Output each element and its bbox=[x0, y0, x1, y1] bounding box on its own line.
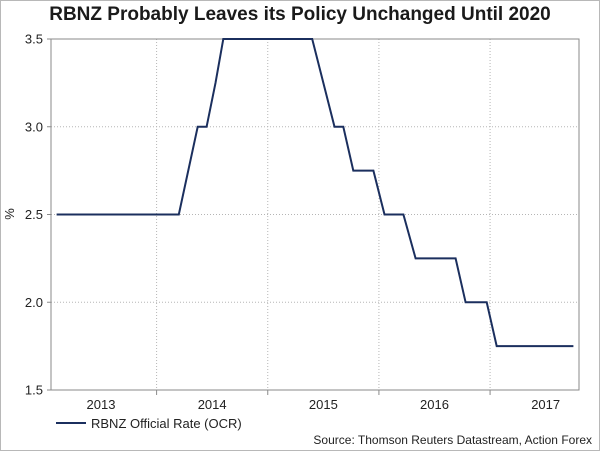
series-line-ocr bbox=[56, 38, 574, 348]
chart-title: RBNZ Probably Leaves its Policy Unchange… bbox=[49, 4, 551, 25]
y-tick-label: 3.5 bbox=[25, 32, 43, 47]
x-tick-label: 2017 bbox=[531, 397, 560, 412]
y-axis: 1.5 2.0 2.5 3.0 3.5 bbox=[25, 32, 51, 398]
x-tick-label: 2014 bbox=[198, 397, 227, 412]
y-tick-label: 2.5 bbox=[25, 207, 43, 222]
series-layer bbox=[56, 38, 574, 348]
x-tick-label: 2013 bbox=[87, 397, 116, 412]
legend-label: RBNZ Official Rate (OCR) bbox=[91, 416, 242, 431]
source-note: Source: Thomson Reuters Datastream, Acti… bbox=[313, 433, 592, 447]
y-axis-label: % bbox=[2, 208, 17, 220]
y-tick-label: 2.0 bbox=[25, 295, 43, 310]
x-tick-label: 2015 bbox=[309, 397, 338, 412]
y-tick-label: 3.0 bbox=[25, 119, 43, 134]
x-axis: 2013 2014 2015 2016 2017 bbox=[87, 390, 560, 412]
x-tick-label: 2016 bbox=[420, 397, 449, 412]
y-tick-label: 1.5 bbox=[25, 383, 43, 398]
